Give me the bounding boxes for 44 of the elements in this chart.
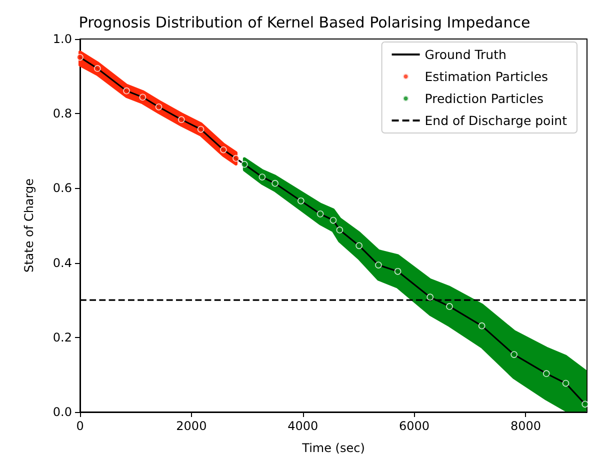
- x-tick-label: 4000: [288, 419, 318, 433]
- y-tick-label: 0.8: [52, 106, 72, 121]
- y-tick-label: 0.2: [52, 330, 72, 344]
- point: [542, 370, 550, 377]
- point: [510, 351, 518, 358]
- legend-label: Prediction Particles: [424, 91, 544, 106]
- point: [375, 262, 382, 268]
- point: [258, 174, 266, 180]
- point: [446, 303, 453, 310]
- point: [298, 197, 304, 204]
- x-tick-label: 2000: [176, 419, 207, 433]
- y-tick-label: 0.0: [52, 405, 72, 419]
- y-axis-title: State of Charge: [22, 178, 36, 273]
- point: [316, 210, 324, 218]
- legend-label: Estimation Particles: [424, 69, 548, 84]
- legend-label: Ground Truth: [424, 47, 506, 62]
- point: [139, 94, 146, 101]
- point: [232, 154, 240, 162]
- x-tick-label: 0: [76, 419, 84, 433]
- y-tick-label: 0.4: [52, 256, 72, 270]
- x-axis-title: Time (sec): [301, 441, 365, 455]
- point: [178, 116, 185, 123]
- point: [272, 180, 278, 187]
- y-tick-label: 0.6: [52, 181, 72, 196]
- legend-label: End of Discharge point: [424, 113, 568, 128]
- point: [197, 126, 204, 133]
- point: [478, 322, 486, 330]
- point: [155, 103, 162, 110]
- point: [426, 294, 434, 301]
- point: [220, 146, 227, 154]
- chart-title: Prognosis Distribution of Kernel Based Polarising Impedance: [78, 14, 530, 32]
- point: [582, 400, 589, 408]
- point: [356, 242, 362, 250]
- point: [94, 65, 101, 72]
- x-tick-label: 6000: [399, 419, 430, 433]
- point: [336, 226, 344, 234]
- point: [330, 216, 337, 224]
- x-tick-label: 8000: [510, 419, 541, 433]
- y-tick-label: 1.0: [52, 32, 72, 46]
- point: [76, 54, 84, 61]
- point: [241, 160, 248, 168]
- point: [394, 268, 402, 275]
- point: [123, 87, 130, 94]
- point: [562, 380, 570, 387]
